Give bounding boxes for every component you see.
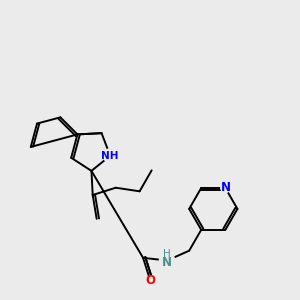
Circle shape bbox=[103, 149, 117, 163]
Text: N: N bbox=[220, 182, 230, 194]
Circle shape bbox=[146, 276, 155, 286]
Circle shape bbox=[221, 183, 230, 193]
Text: O: O bbox=[146, 274, 155, 287]
Text: N: N bbox=[162, 256, 172, 269]
Circle shape bbox=[159, 253, 175, 268]
Text: NH: NH bbox=[101, 151, 119, 161]
Text: H: H bbox=[163, 249, 171, 259]
